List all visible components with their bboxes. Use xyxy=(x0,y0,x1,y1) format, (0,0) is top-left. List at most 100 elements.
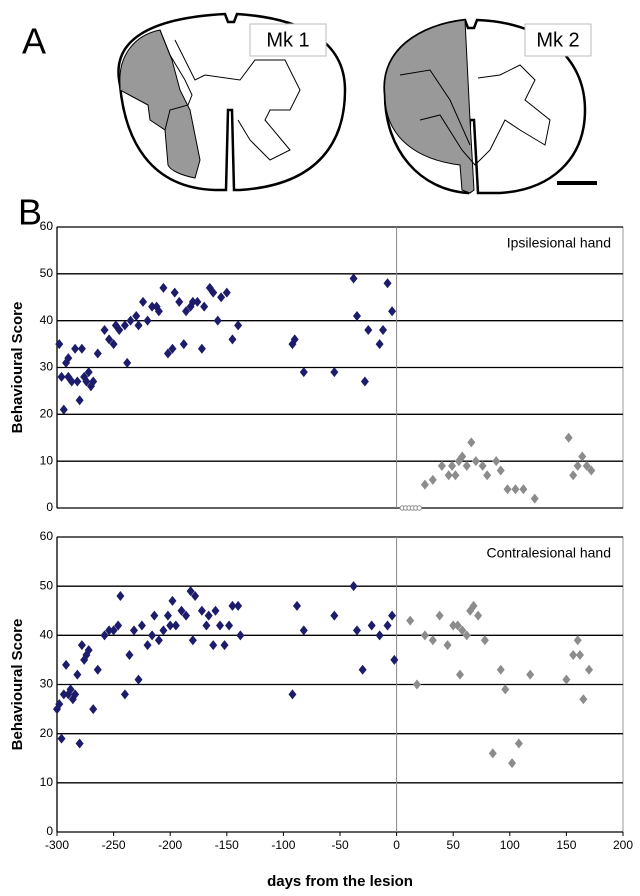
point xyxy=(132,310,141,321)
point xyxy=(579,694,588,705)
point xyxy=(125,650,134,660)
point xyxy=(496,664,505,675)
point xyxy=(352,310,361,321)
point xyxy=(84,367,93,378)
point xyxy=(564,432,573,443)
y-tick-label: 40 xyxy=(40,313,54,327)
x-tick-label: -250 xyxy=(102,838,126,852)
y-tick-label: 40 xyxy=(40,628,54,642)
y-tick-label: 50 xyxy=(40,578,54,592)
point xyxy=(175,296,184,307)
point xyxy=(120,320,129,331)
point xyxy=(569,650,578,660)
point xyxy=(228,334,237,345)
point xyxy=(73,376,82,387)
point xyxy=(159,282,168,293)
y-tick-label: 30 xyxy=(40,360,54,374)
point xyxy=(349,581,358,592)
point xyxy=(406,615,415,626)
spinal-cord-mk1: Mk 1 xyxy=(117,12,347,192)
point xyxy=(299,367,308,378)
point xyxy=(578,451,587,462)
point xyxy=(84,645,93,656)
point xyxy=(330,367,339,378)
point xyxy=(73,669,82,680)
point xyxy=(453,620,462,631)
point xyxy=(134,320,143,331)
point xyxy=(213,315,222,326)
point xyxy=(71,689,80,700)
point xyxy=(77,343,86,354)
point xyxy=(492,456,501,467)
point xyxy=(288,689,297,700)
point xyxy=(143,640,152,651)
point xyxy=(170,287,179,298)
point xyxy=(154,306,163,317)
point xyxy=(204,610,213,621)
annotation: Ipsilesional hand xyxy=(507,235,611,251)
point xyxy=(352,625,361,636)
point xyxy=(585,664,594,675)
point xyxy=(367,620,376,631)
x-tick-label: 0 xyxy=(393,838,400,852)
point xyxy=(114,620,123,631)
y-tick-label: 10 xyxy=(40,775,54,789)
point xyxy=(168,343,177,354)
x-tick-label: -300 xyxy=(45,838,69,852)
point xyxy=(59,404,68,415)
point xyxy=(503,484,512,495)
y-tick-label: 60 xyxy=(40,219,54,233)
point xyxy=(75,738,84,749)
x-tick-label: 100 xyxy=(500,838,520,852)
point xyxy=(455,669,464,680)
point xyxy=(109,339,118,350)
point xyxy=(443,640,452,651)
point xyxy=(573,460,582,471)
point xyxy=(75,395,84,406)
point xyxy=(129,625,138,636)
point xyxy=(89,376,98,387)
point xyxy=(148,301,157,312)
point xyxy=(514,738,523,749)
point xyxy=(582,460,591,471)
point xyxy=(349,273,358,284)
point xyxy=(562,674,571,685)
point xyxy=(211,605,220,616)
annotation: Contralesional hand xyxy=(486,545,611,561)
x-tick-label: -200 xyxy=(158,838,182,852)
point xyxy=(388,610,397,621)
point xyxy=(186,586,195,597)
point xyxy=(100,630,109,641)
mk-label: Mk 2 xyxy=(536,29,579,51)
point xyxy=(448,460,457,471)
point xyxy=(55,699,64,710)
point xyxy=(182,306,191,317)
y-tick-label: 60 xyxy=(40,529,54,543)
point xyxy=(171,620,180,631)
point xyxy=(137,620,146,631)
point xyxy=(383,278,392,289)
point xyxy=(292,600,301,611)
y-tick-label: 50 xyxy=(40,266,54,280)
point xyxy=(179,339,188,350)
point xyxy=(150,610,159,621)
point xyxy=(462,630,471,641)
point xyxy=(480,635,489,646)
point xyxy=(220,640,229,651)
point xyxy=(71,343,80,354)
y-axis-title: Behavioural Score xyxy=(9,302,26,434)
y-tick-label: 20 xyxy=(40,407,54,421)
point xyxy=(467,437,476,448)
point xyxy=(519,484,528,495)
point xyxy=(67,376,76,387)
point xyxy=(77,640,86,651)
point xyxy=(451,470,460,481)
point xyxy=(449,620,458,631)
x-tick-label: -100 xyxy=(271,838,295,852)
point xyxy=(383,620,392,631)
point xyxy=(435,610,444,621)
point xyxy=(163,348,172,359)
point xyxy=(59,689,68,700)
point xyxy=(511,484,520,495)
